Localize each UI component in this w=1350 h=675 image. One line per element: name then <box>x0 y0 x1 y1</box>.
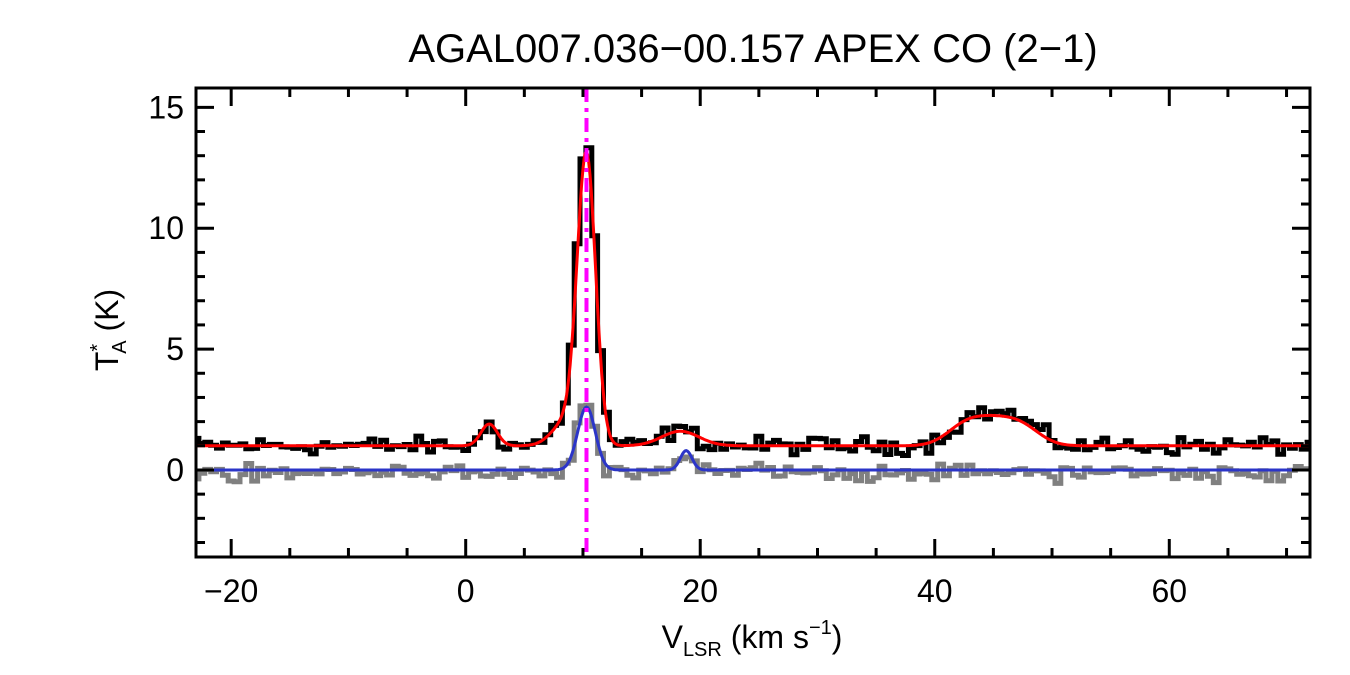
plot-frame <box>194 86 1312 559</box>
x-axis-label: VLSR (km s−1) <box>662 617 843 661</box>
residual_model-line <box>196 405 1309 472</box>
y-label-subscript: A <box>109 340 131 354</box>
model-line <box>196 148 1309 448</box>
axes-layer: −20 0 20 40 60 0 5 10 15 <box>148 86 1312 609</box>
y-label-unit: (K) <box>89 289 125 341</box>
y-tick-label: 5 <box>166 331 184 367</box>
y-tick-label: 10 <box>148 210 184 246</box>
x-tick-label: 0 <box>457 573 475 609</box>
x-tick-label: 20 <box>682 573 718 609</box>
y-label-main: T <box>89 352 125 372</box>
x-tick-label: 40 <box>917 573 953 609</box>
x-tick-label: −20 <box>204 573 258 609</box>
series-layer <box>196 88 1310 557</box>
y-label-superscript: * <box>87 344 109 352</box>
x-label-unit: (km s <box>722 619 809 655</box>
x-tick-label: 60 <box>1151 573 1187 609</box>
y-axis-label: T*A (K) <box>87 289 131 371</box>
y-tick-label: 0 <box>166 452 184 488</box>
x-label-subscript: LSR <box>683 639 722 661</box>
x-label-main: V <box>662 619 684 655</box>
y-tick-label: 15 <box>148 89 184 125</box>
x-label-unit-close: ) <box>832 619 843 655</box>
spectrum-histogram <box>196 145 1310 458</box>
x-label-superscript: −1 <box>809 617 832 639</box>
chart-title: AGAL007.036−00.157 APEX CO (2−1) <box>408 27 1097 71</box>
